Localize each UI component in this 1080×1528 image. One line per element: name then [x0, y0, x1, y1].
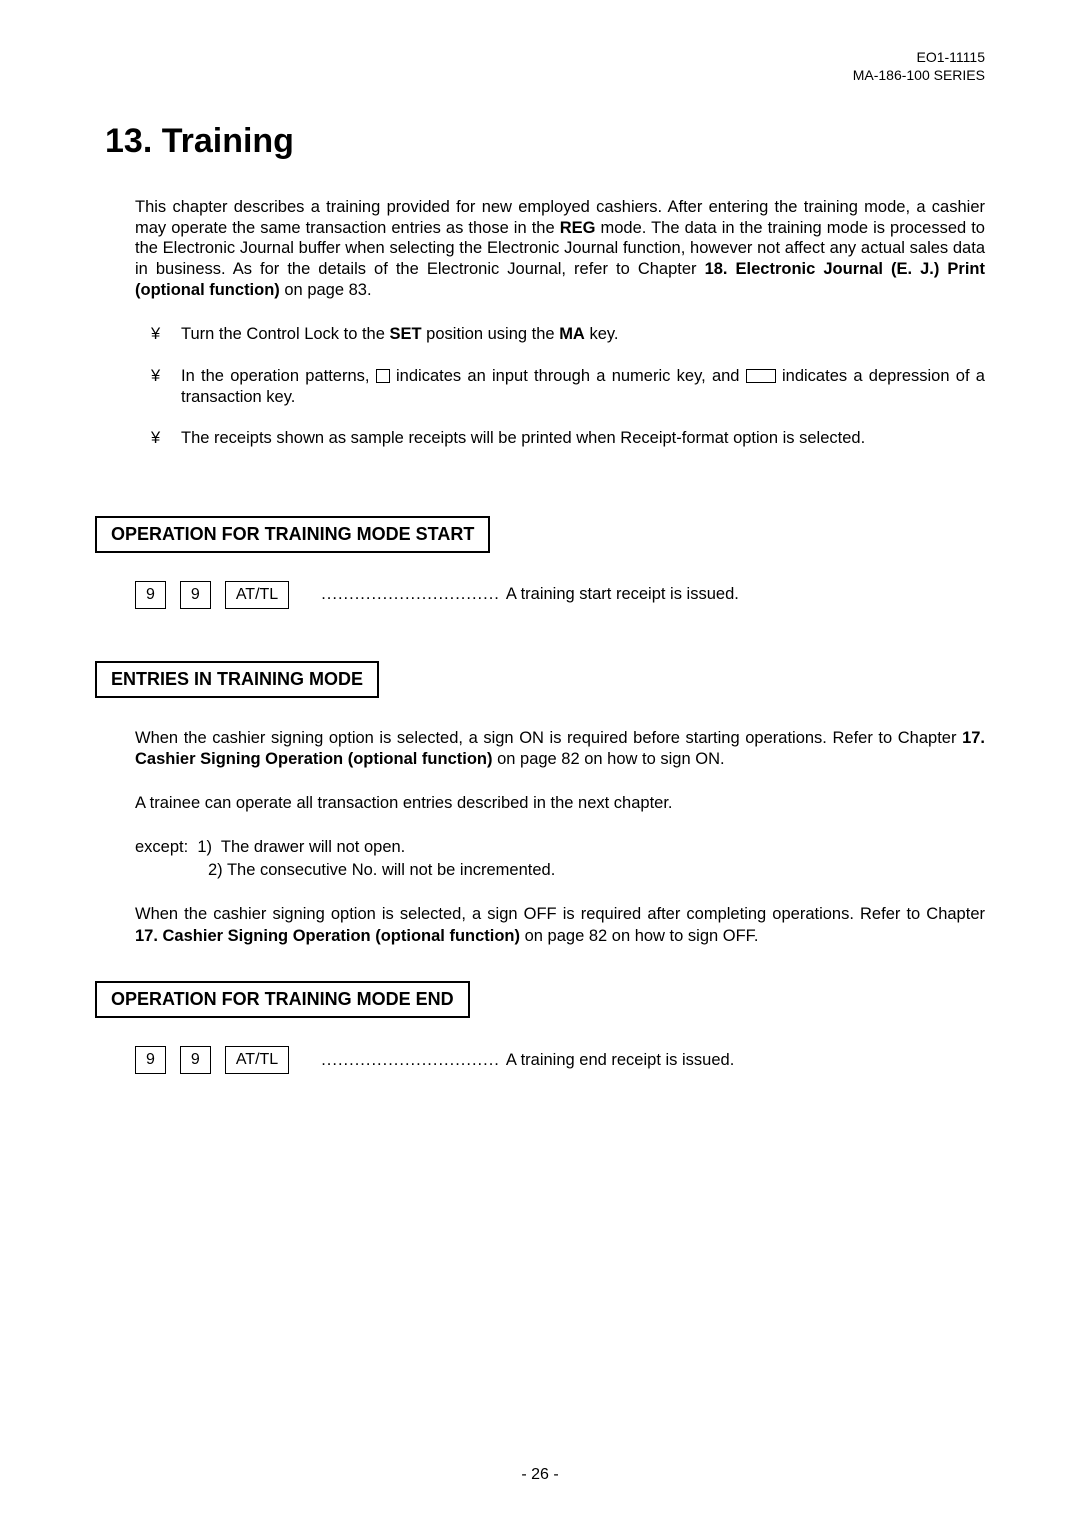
bullet-item: ¥ The receipts shown as sample receipts …	[151, 428, 985, 449]
p3-pre: When the cashier signing option is selec…	[135, 905, 985, 923]
chapter-name: Training	[162, 122, 294, 160]
section-heading-entries: ENTRIES IN TRAINING MODE	[95, 661, 379, 698]
header-series: MA-186-100 SERIES	[853, 66, 985, 84]
bullet-mark-icon: ¥	[151, 324, 181, 345]
b2-mid: indicates an input through a numeric key…	[390, 367, 746, 385]
dots-leader: ................................	[321, 585, 500, 604]
b1-ma: MA	[559, 325, 585, 343]
op-end-text: A training end receipt is issued.	[506, 1051, 734, 1070]
key-nine: 9	[180, 581, 211, 609]
numeric-key-icon	[376, 369, 390, 383]
bullet-text: In the operation patterns, indicates an …	[181, 366, 985, 409]
b1-mid: position using the	[422, 325, 560, 343]
b1-set: SET	[390, 325, 422, 343]
operation-row-start: 9 9 AT/TL ..............................…	[135, 581, 985, 609]
b2-pre: In the operation patterns,	[181, 367, 376, 385]
header-doc-id: EO1-11115	[853, 48, 985, 66]
b1-pre: Turn the Control Lock to the	[181, 325, 390, 343]
p3-bold: 17. Cashier Signing Operation (optional …	[135, 927, 520, 945]
key-nine: 9	[180, 1046, 211, 1074]
dots-leader: ................................	[321, 1051, 500, 1070]
p1-post: on page 82 on how to sign ON.	[493, 750, 725, 768]
entries-p1: When the cashier signing option is selec…	[135, 728, 985, 771]
intro-post: on page 83.	[280, 281, 372, 299]
key-nine: 9	[135, 581, 166, 609]
except-line2: 2) The consecutive No. will not be incre…	[208, 859, 985, 882]
header-right: EO1-11115 MA-186-100 SERIES	[853, 48, 985, 84]
bullet-text: Turn the Control Lock to the SET positio…	[181, 324, 985, 345]
section-heading-end: OPERATION FOR TRAINING MODE END	[95, 981, 470, 1018]
key-nine: 9	[135, 1046, 166, 1074]
except-line1: except: 1) The drawer will not open.	[135, 836, 985, 859]
bullet-list: ¥ Turn the Control Lock to the SET posit…	[151, 324, 985, 450]
key-attl: AT/TL	[225, 581, 289, 609]
chapter-number: 13.	[105, 122, 152, 160]
entries-p2: A trainee can operate all transaction en…	[135, 793, 985, 814]
intro-bold-reg: REG	[560, 219, 596, 237]
bullet-item: ¥ In the operation patterns, indicates a…	[151, 366, 985, 409]
p1-pre: When the cashier signing option is selec…	[135, 729, 962, 747]
bullet-mark-icon: ¥	[151, 428, 181, 449]
section-heading-start: OPERATION FOR TRAINING MODE START	[95, 516, 490, 553]
page-number: - 26 -	[0, 1466, 1080, 1484]
b1-post: key.	[585, 325, 619, 343]
intro-paragraph: This chapter describes a training provid…	[135, 197, 985, 300]
p3-post: on page 82 on how to sign OFF.	[520, 927, 759, 945]
chapter-title: 13. Training	[105, 122, 985, 161]
bullet-text: The receipts shown as sample receipts wi…	[181, 428, 985, 449]
page: EO1-11115 MA-186-100 SERIES 13. Training…	[0, 0, 1080, 1528]
operation-row-end: 9 9 AT/TL ..............................…	[135, 1046, 985, 1074]
bullet-item: ¥ Turn the Control Lock to the SET posit…	[151, 324, 985, 345]
transaction-key-icon	[746, 369, 776, 383]
bullet-mark-icon: ¥	[151, 366, 181, 409]
entries-p3: When the cashier signing option is selec…	[135, 904, 985, 947]
key-attl: AT/TL	[225, 1046, 289, 1074]
except-block: except: 1) The drawer will not open. 2) …	[135, 836, 985, 882]
op-start-text: A training start receipt is issued.	[506, 585, 739, 604]
